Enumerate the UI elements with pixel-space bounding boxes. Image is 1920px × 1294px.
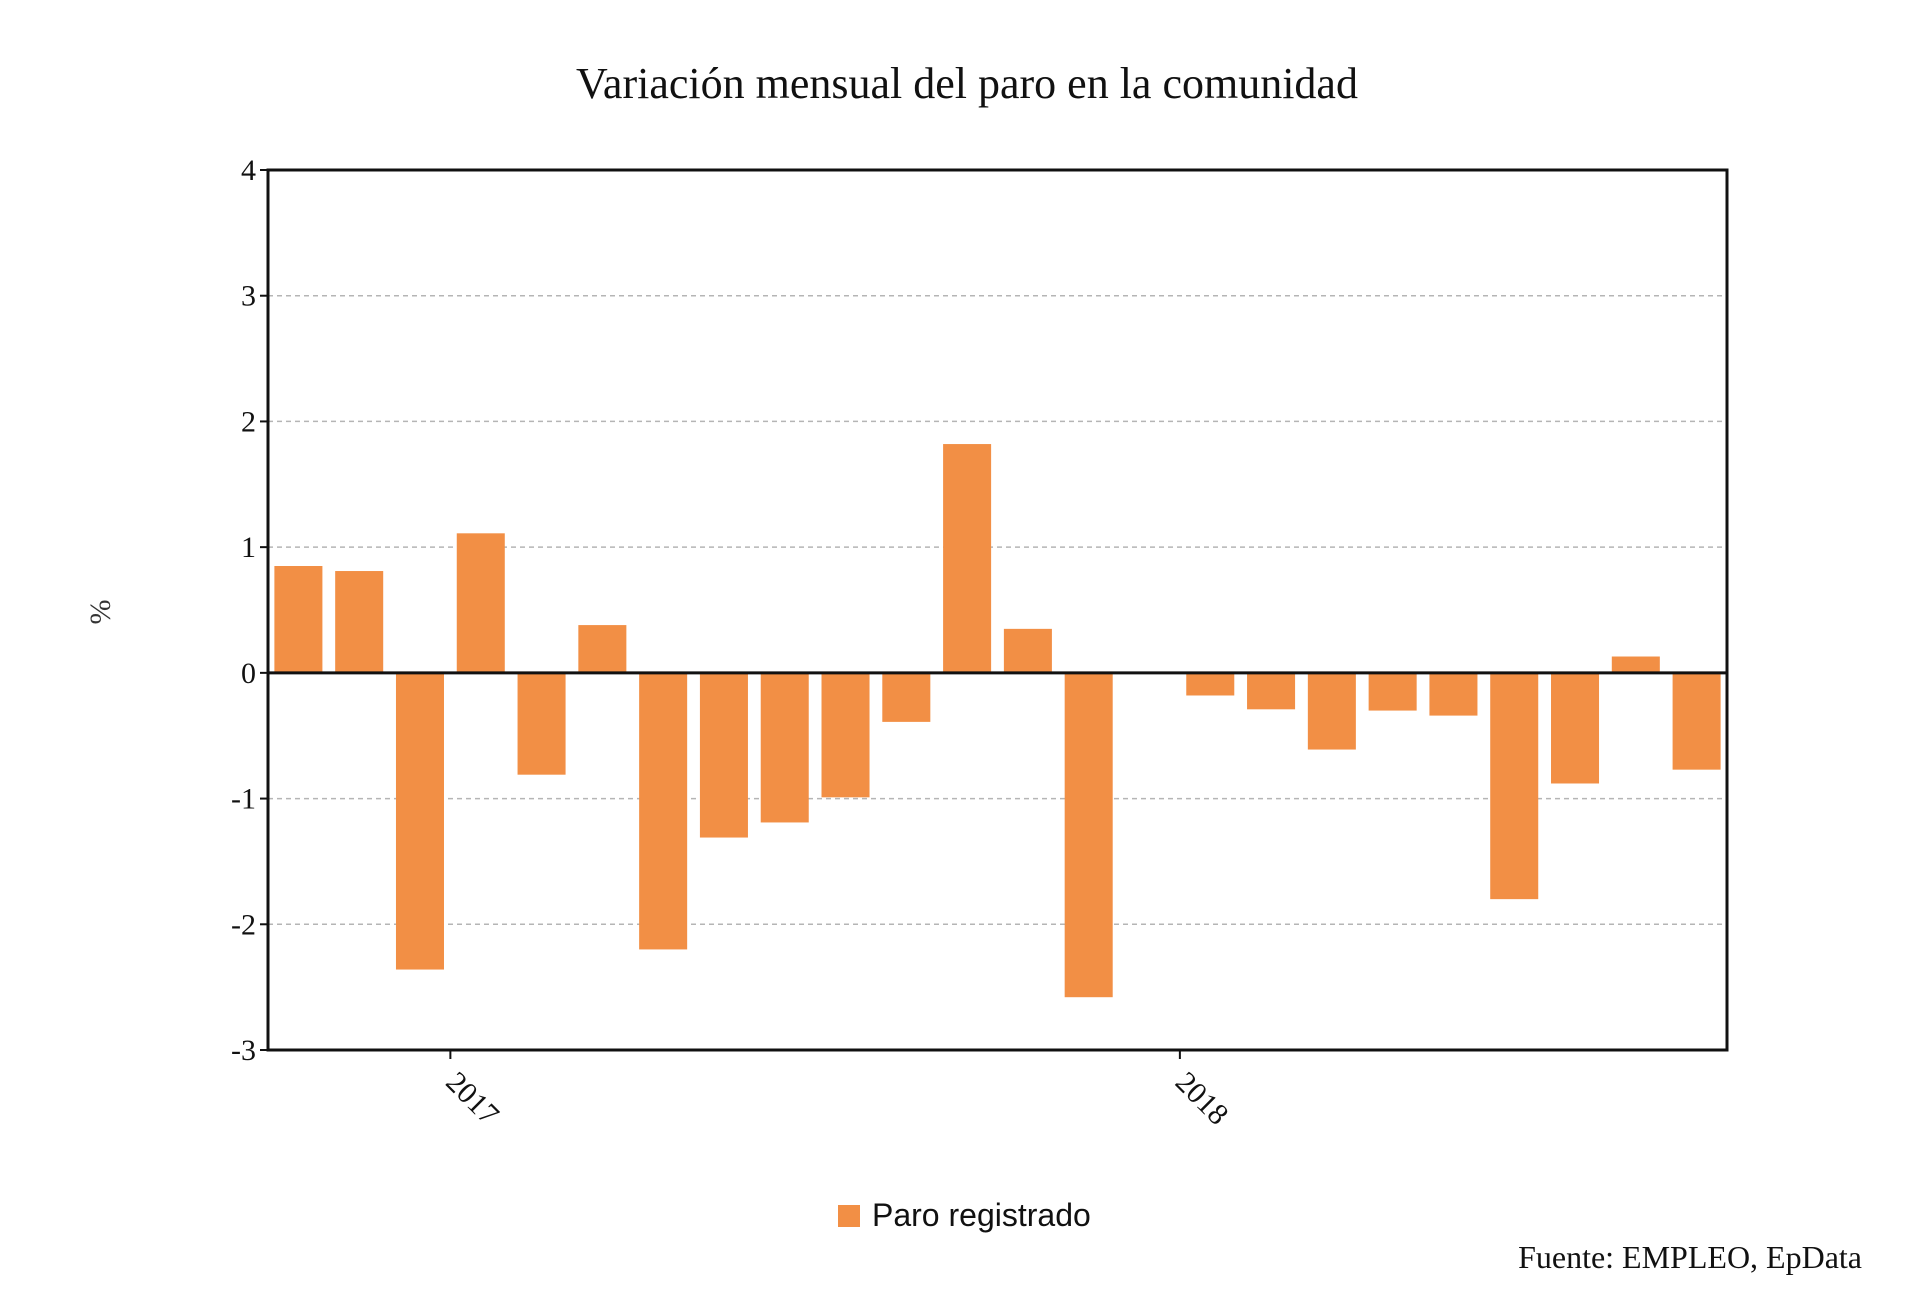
bar (1490, 672, 1539, 900)
y-tick-label: 0 (241, 657, 256, 690)
bar (1551, 672, 1600, 784)
grid-lines (268, 294, 1727, 926)
bar (274, 566, 323, 673)
x-axis-ticks: 2017 2018 (439, 1050, 1235, 1132)
bar (456, 533, 505, 673)
legend-label: Paro registrado (872, 1197, 1091, 1233)
bar (1429, 672, 1478, 716)
bars (274, 444, 1721, 998)
bar (1611, 656, 1660, 673)
x-tick-label: 2017 (439, 1066, 505, 1132)
y-tick-label: 2 (241, 405, 256, 438)
bar (578, 625, 627, 673)
bar (760, 672, 809, 823)
bar (1247, 672, 1296, 710)
bar (639, 672, 688, 950)
bar (699, 672, 748, 838)
plot-frame (266, 168, 1729, 1052)
x-tick-label: 2018 (1169, 1066, 1235, 1132)
bar (1186, 672, 1235, 696)
bar (395, 672, 444, 970)
legend-swatch (838, 1205, 860, 1227)
y-tick-label: -2 (231, 908, 256, 941)
bar (1307, 672, 1356, 750)
bar (1672, 672, 1721, 770)
y-tick-label: 4 (241, 154, 256, 187)
y-axis-ticks: 4 3 2 1 0 -1 -2 -3 (231, 154, 268, 1067)
bar (943, 444, 992, 673)
y-tick-label: 1 (241, 531, 256, 564)
bar (517, 672, 566, 775)
chart-title: Variación mensual del paro en la comunid… (576, 59, 1358, 108)
y-tick-label: -1 (231, 783, 256, 816)
y-axis-label: % (84, 600, 117, 625)
legend: Paro registrado (838, 1197, 1091, 1233)
y-tick-label: 3 (241, 280, 256, 313)
bar (1368, 672, 1417, 711)
source-note: Fuente: EMPLEO, EpData (1518, 1239, 1862, 1275)
y-tick-label: -3 (231, 1034, 256, 1067)
bar (335, 571, 384, 673)
bar (1003, 628, 1052, 673)
bar (821, 672, 870, 798)
bar (1064, 672, 1113, 998)
bar (882, 672, 931, 722)
